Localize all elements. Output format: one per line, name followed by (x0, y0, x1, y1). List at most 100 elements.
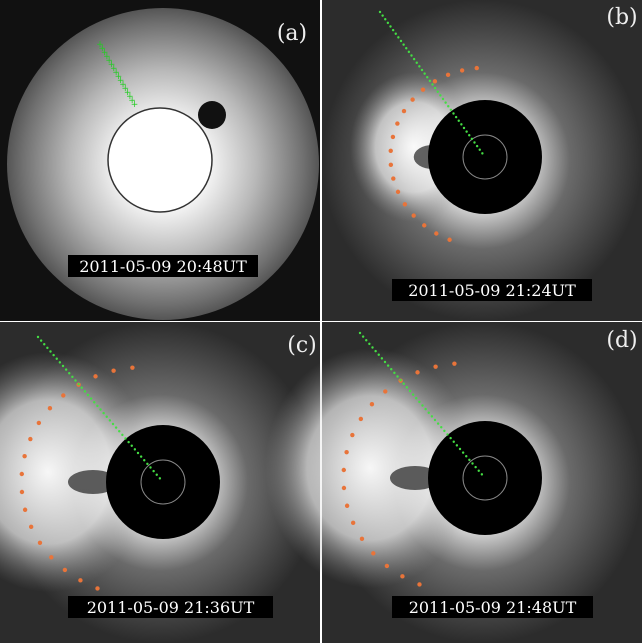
track-marker: + (115, 72, 123, 82)
track-point (39, 339, 43, 342)
track-point (374, 349, 377, 353)
track-point (415, 397, 418, 400)
panel-label: (b) (606, 5, 637, 30)
track-marker: + (112, 68, 120, 78)
front-point (395, 189, 401, 195)
track-point (460, 123, 463, 126)
track-point (74, 379, 77, 382)
front-point (383, 389, 388, 394)
track-point (446, 433, 449, 436)
cme-dark (68, 470, 118, 494)
track-point (108, 419, 112, 422)
track-marker: + (119, 80, 127, 90)
track-point (383, 360, 387, 364)
front-point (395, 121, 400, 126)
track-point (58, 361, 62, 364)
track-point (152, 469, 155, 473)
track-point (130, 444, 133, 447)
solar-limb (462, 455, 508, 501)
track-point (420, 68, 424, 72)
track-point (377, 353, 380, 356)
front-point (369, 402, 375, 407)
track-point (114, 426, 118, 429)
front-point (344, 503, 350, 508)
track-point (391, 28, 395, 32)
track-point (68, 372, 71, 375)
track-point (424, 407, 427, 411)
track-point (89, 397, 93, 400)
track-point (418, 400, 421, 404)
front-point (388, 162, 394, 167)
track-point (83, 390, 87, 393)
front-point (434, 231, 439, 236)
track-point (468, 458, 471, 462)
track-point (470, 137, 474, 141)
timestamp: 2011-05-09 20:48UT (79, 257, 247, 276)
track-point (49, 350, 52, 353)
track-point (443, 429, 446, 433)
track-marker: + (122, 84, 130, 94)
track-point (389, 25, 392, 28)
track-point (139, 455, 143, 458)
occulter-shadow (198, 101, 226, 129)
track-marker: + (126, 92, 134, 102)
front-point (344, 449, 349, 455)
front-point (47, 406, 53, 411)
track-point (411, 393, 415, 396)
track-point (421, 404, 424, 407)
track-point (96, 404, 99, 408)
front-point (28, 436, 33, 442)
track-point (368, 342, 371, 346)
front-point (371, 551, 376, 556)
front-point (432, 79, 438, 84)
track-point (461, 451, 465, 454)
front-point (410, 97, 415, 102)
track-marker: + (117, 76, 125, 86)
front-point (420, 87, 426, 92)
track-point (381, 14, 384, 17)
track-point (468, 134, 471, 137)
track-point (452, 440, 455, 443)
track-point (136, 451, 140, 455)
track-point (99, 408, 102, 411)
track-point (436, 90, 439, 93)
track-point (444, 101, 447, 104)
track-marker: + (105, 56, 113, 66)
track-point (457, 119, 460, 122)
track-point (143, 459, 146, 462)
front-point (433, 364, 438, 369)
timestamp-box (392, 596, 593, 618)
track-point (412, 57, 416, 61)
occulter (428, 421, 542, 535)
front-point (62, 567, 68, 573)
track-point (436, 422, 440, 425)
panel: (d) 2011-05-09 21:48UT (265, 322, 642, 643)
track-point (378, 10, 382, 14)
track-point (380, 357, 384, 360)
front-point (401, 108, 407, 114)
track-point (428, 79, 432, 83)
track-point (458, 447, 462, 451)
track-point (399, 378, 402, 382)
track-marker: + (99, 44, 107, 54)
front-point (452, 361, 457, 366)
track-point (408, 389, 412, 393)
track-marker: + (108, 60, 116, 70)
panel-label: (c) (287, 333, 317, 358)
front-point (19, 489, 25, 495)
track-point (465, 455, 468, 458)
track-point (361, 335, 365, 338)
front-point (49, 555, 54, 560)
track-point (449, 108, 453, 112)
track-point (474, 465, 477, 469)
track-point (55, 357, 58, 360)
front-point (341, 485, 347, 491)
track-point (158, 477, 162, 480)
track-point (410, 54, 413, 57)
track-point (405, 47, 408, 50)
track-point (155, 473, 158, 476)
track-point (111, 422, 115, 426)
front-point (417, 582, 422, 587)
front-point (400, 574, 405, 579)
